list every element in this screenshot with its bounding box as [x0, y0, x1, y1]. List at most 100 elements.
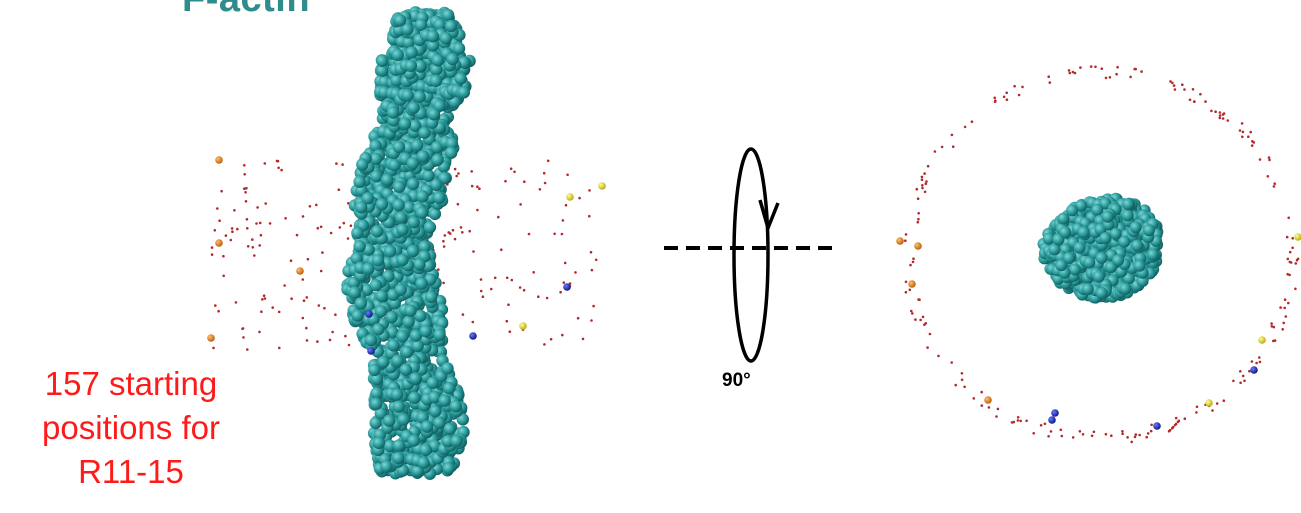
atom: [351, 309, 364, 322]
atom: [1042, 232, 1055, 245]
caption-line-3: R11-15: [78, 453, 184, 490]
atom: [362, 262, 375, 275]
rotation-angle-label: 90°: [722, 370, 751, 391]
atom: [391, 354, 404, 367]
atom: [398, 117, 412, 130]
atom: [442, 462, 455, 475]
atom: [1095, 287, 1108, 299]
site-dot: [960, 378, 964, 382]
site-dot: [1222, 399, 1226, 403]
site-dot: [509, 167, 513, 170]
site-dot: [590, 268, 594, 272]
site-dot: [1133, 67, 1136, 71]
yellow-marker: [598, 182, 606, 190]
site-dot: [549, 337, 553, 341]
blue-marker: [1051, 409, 1059, 417]
blue-marker: [365, 310, 373, 318]
site-dot: [301, 215, 305, 218]
site-dot: [447, 231, 451, 234]
atom: [1083, 256, 1096, 269]
atom: [1081, 283, 1094, 295]
atom: [1118, 235, 1131, 248]
site-dot: [214, 304, 217, 307]
site-dot: [1150, 423, 1153, 427]
atom: [370, 387, 383, 400]
site-dot: [995, 415, 998, 418]
site-dot: [263, 297, 267, 300]
site-dot: [923, 323, 926, 327]
atom: [406, 244, 420, 258]
site-dot: [268, 222, 272, 225]
site-dot: [1078, 430, 1082, 433]
atom: [442, 382, 456, 395]
atom: [375, 198, 389, 211]
site-dot: [1134, 433, 1138, 436]
site-dot: [437, 268, 440, 271]
orange-marker: [908, 280, 916, 288]
site-dot: [1218, 116, 1222, 120]
atom: [1122, 272, 1135, 285]
site-dot: [970, 120, 974, 123]
site-dot: [1270, 322, 1273, 325]
site-dot: [490, 287, 493, 291]
site-dot: [243, 187, 246, 190]
site-dot: [1192, 100, 1196, 103]
site-dot: [1140, 70, 1143, 73]
site-dot: [921, 186, 924, 190]
atom: [387, 339, 400, 352]
site-dot: [1089, 65, 1093, 68]
atom: [402, 315, 415, 328]
atom: [374, 305, 388, 318]
atom: [457, 86, 470, 99]
atom: [390, 388, 404, 401]
atom: [444, 19, 458, 33]
site-dot: [522, 288, 526, 292]
site-dot: [455, 174, 459, 178]
site-dot: [301, 316, 305, 320]
site-dot: [305, 339, 309, 342]
site-dot: [1273, 339, 1277, 342]
site-dot: [545, 296, 549, 300]
site-dot: [1130, 440, 1133, 444]
site-dot: [928, 332, 932, 336]
site-dot: [323, 306, 326, 310]
site-dot: [1268, 158, 1271, 162]
site-dot: [996, 407, 1000, 411]
site-dot: [908, 288, 912, 292]
atom: [1057, 212, 1070, 225]
site-dot: [1258, 360, 1262, 364]
site-dot: [1104, 432, 1108, 436]
site-dot: [347, 343, 351, 347]
atom: [396, 330, 409, 343]
site-dot: [1060, 434, 1064, 438]
site-dot: [1172, 84, 1176, 87]
atom: [449, 400, 462, 413]
site-dot: [1248, 369, 1251, 373]
atom: [402, 36, 415, 49]
site-dot: [500, 248, 503, 251]
site-dot: [1090, 434, 1094, 438]
atom: [452, 42, 466, 55]
site-dot: [915, 187, 919, 191]
atom: [450, 434, 463, 448]
site-dot: [578, 196, 581, 200]
site-dot: [1146, 432, 1150, 435]
site-dot: [562, 281, 566, 284]
atom: [429, 404, 442, 418]
atom: [1092, 270, 1105, 283]
site-dot: [306, 257, 310, 261]
atom: [406, 157, 419, 170]
site-dot: [305, 296, 309, 299]
site-dot: [1049, 430, 1053, 433]
site-dot: [980, 404, 984, 407]
atom: [1131, 239, 1144, 252]
atom: [1143, 224, 1155, 237]
site-dot: [476, 208, 479, 212]
site-dot: [916, 197, 920, 200]
site-dot: [442, 245, 446, 248]
atom: [1146, 248, 1159, 261]
site-dot: [1108, 76, 1112, 79]
atom: [441, 435, 455, 448]
atom: [1095, 251, 1108, 264]
